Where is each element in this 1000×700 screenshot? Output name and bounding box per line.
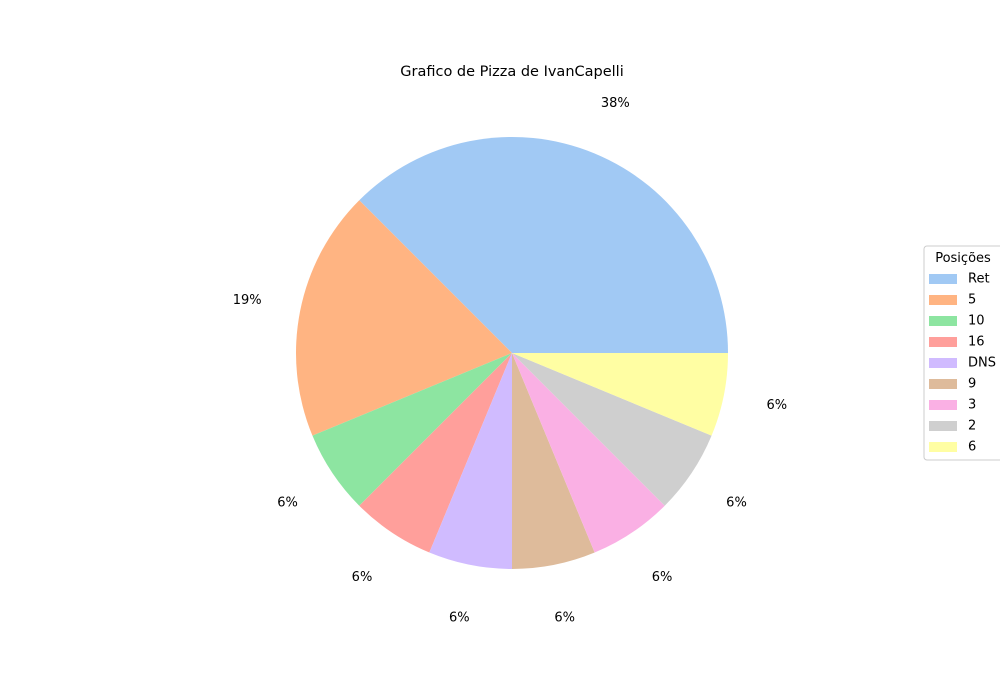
legend-swatch-3: [929, 400, 957, 410]
pie-slice-9: [512, 353, 595, 569]
pie-slice-5: [296, 200, 512, 436]
legend-swatch-ret: [929, 274, 957, 284]
percent-label-16: 6%: [352, 570, 373, 585]
percent-label-3: 6%: [652, 570, 673, 585]
legend-label-2: 2: [968, 419, 976, 434]
percent-label-10: 6%: [277, 496, 298, 511]
pie-slice-16: [359, 353, 512, 553]
legend-swatch-16: [929, 337, 957, 347]
pie-slice-10: [312, 353, 512, 506]
legend-swatch-dns: [929, 358, 957, 368]
legend-swatch-10: [929, 316, 957, 326]
pie-slice-3: [512, 353, 665, 553]
legend-label-10: 10: [968, 314, 985, 329]
legend-items: Ret 5 10 16 DNS 9 3 2 6: [929, 272, 996, 455]
percent-label-2: 6%: [726, 496, 747, 511]
percent-label-ret: 38%: [601, 96, 630, 111]
pie-slice-ret: [359, 136, 728, 353]
pie-slice-6: [512, 353, 728, 436]
percent-label-5: 19%: [233, 293, 262, 308]
legend-label-ret: Ret: [968, 272, 990, 287]
percent-label-9: 6%: [554, 610, 575, 625]
chart-title: Grafico de Pizza de IvanCapelli: [400, 64, 623, 80]
legend-label-6: 6: [968, 440, 976, 455]
legend-swatch-5: [929, 295, 957, 305]
legend-label-5: 5: [968, 293, 976, 308]
legend-label-9: 9: [968, 377, 976, 392]
legend-label-dns: DNS: [968, 356, 996, 371]
percent-labels: 38% 19% 6% 6% 6% 6% 6% 6% 6%: [233, 96, 787, 625]
percent-label-6: 6%: [766, 398, 787, 413]
legend-label-16: 16: [968, 335, 985, 350]
pie-slice-dns: [429, 353, 512, 569]
legend-swatch-9: [929, 379, 957, 389]
pie-slices: [296, 136, 728, 569]
legend: Posições Ret 5 10 16 DNS 9 3 2 6: [923, 245, 1000, 461]
percent-label-dns: 6%: [449, 610, 470, 625]
pie-slice-2: [512, 353, 712, 506]
legend-title: Posições: [935, 251, 991, 266]
legend-label-3: 3: [968, 398, 976, 413]
legend-swatch-2: [929, 421, 957, 431]
legend-swatch-6: [929, 442, 957, 452]
